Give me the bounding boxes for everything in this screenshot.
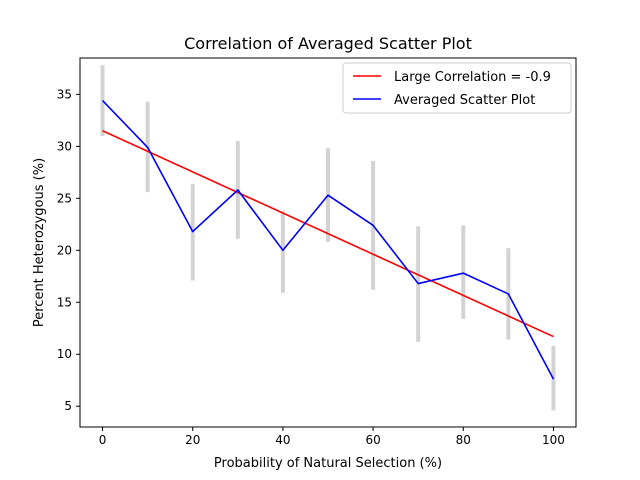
legend-label: Large Correlation = -0.9 <box>394 70 551 85</box>
series-line-1 <box>102 130 554 338</box>
legend: Large Correlation = -0.9 Averaged Scatter… <box>342 62 572 114</box>
y-tick-label: 25 <box>57 191 72 205</box>
x-axis-label: Probability of Natural Selection (%) <box>214 456 442 471</box>
x-axis-ticks: 0 20 40 60 80 100 <box>99 427 565 447</box>
legend-box <box>342 62 572 114</box>
y-axis-ticks: 5 10 15 20 25 30 35 <box>57 87 80 413</box>
y-tick-label: 5 <box>64 399 72 413</box>
series-lines <box>101 100 555 380</box>
y-tick-label: 10 <box>57 347 72 361</box>
x-tick-label: 80 <box>456 433 471 447</box>
y-tick-label: 20 <box>57 243 72 257</box>
chart-title: Correlation of Averaged Scatter Plot <box>184 34 472 53</box>
error-bars <box>100 65 556 411</box>
y-tick-label: 35 <box>57 87 72 101</box>
x-tick-label: 40 <box>275 433 290 447</box>
x-tick-label: 0 <box>99 433 107 447</box>
plot-frame <box>79 57 577 428</box>
legend-label: Averaged Scatter Plot <box>394 93 535 108</box>
y-axis-label: Percent Heterozygous (%) <box>32 158 47 327</box>
y-tick-label: 30 <box>57 139 72 153</box>
series-line-2 <box>101 100 555 380</box>
x-tick-label: 20 <box>185 433 200 447</box>
x-tick-label: 60 <box>365 433 380 447</box>
y-tick-label: 15 <box>57 295 72 309</box>
x-tick-label: 100 <box>542 433 565 447</box>
